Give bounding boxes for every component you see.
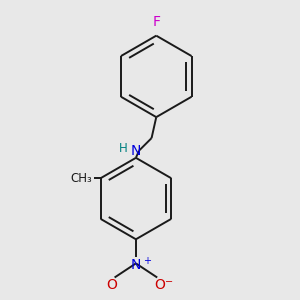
Text: −: − (165, 277, 173, 287)
Text: O: O (107, 278, 118, 292)
Text: O: O (154, 278, 165, 292)
Text: +: + (143, 256, 151, 266)
Text: H: H (118, 142, 127, 155)
Text: N: N (131, 144, 141, 158)
Text: F: F (152, 15, 160, 29)
Text: CH₃: CH₃ (70, 172, 92, 185)
Text: N: N (131, 258, 141, 272)
